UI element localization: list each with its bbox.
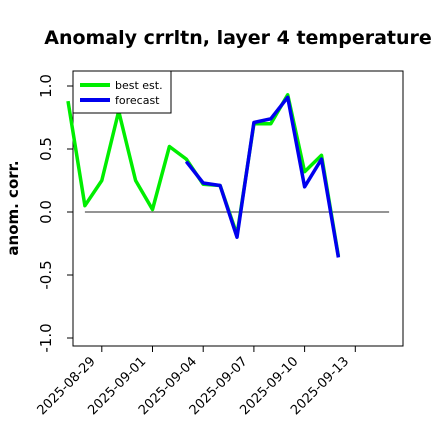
legend: best est. forecast bbox=[72, 70, 172, 114]
y-tick-label-4: 1.0 bbox=[37, 74, 55, 98]
y-tick-label-0: -1.0 bbox=[37, 323, 55, 352]
series-line-best-est bbox=[66, 93, 341, 257]
y-axis: -1.0 -0.5 0.0 0.5 1.0 bbox=[37, 74, 73, 353]
y-tick-label-1: -0.5 bbox=[37, 260, 55, 289]
x-axis: 2025-08-292025-09-012025-09-042025-09-07… bbox=[35, 346, 356, 418]
chart-title: Anomaly crrltn, layer 4 temperature bbox=[44, 27, 432, 49]
y-tick-label-3: 0.5 bbox=[37, 137, 55, 161]
legend-label-best-est: best est. bbox=[115, 79, 163, 92]
series-layer bbox=[66, 93, 341, 258]
y-tick-label-2: 0.0 bbox=[37, 200, 55, 224]
plot-frame bbox=[72, 70, 404, 347]
y-axis-label: anom. corr. bbox=[4, 160, 22, 255]
legend-label-forecast: forecast bbox=[115, 94, 160, 107]
series-line-forecast bbox=[184, 95, 341, 258]
legend-box bbox=[72, 70, 172, 114]
